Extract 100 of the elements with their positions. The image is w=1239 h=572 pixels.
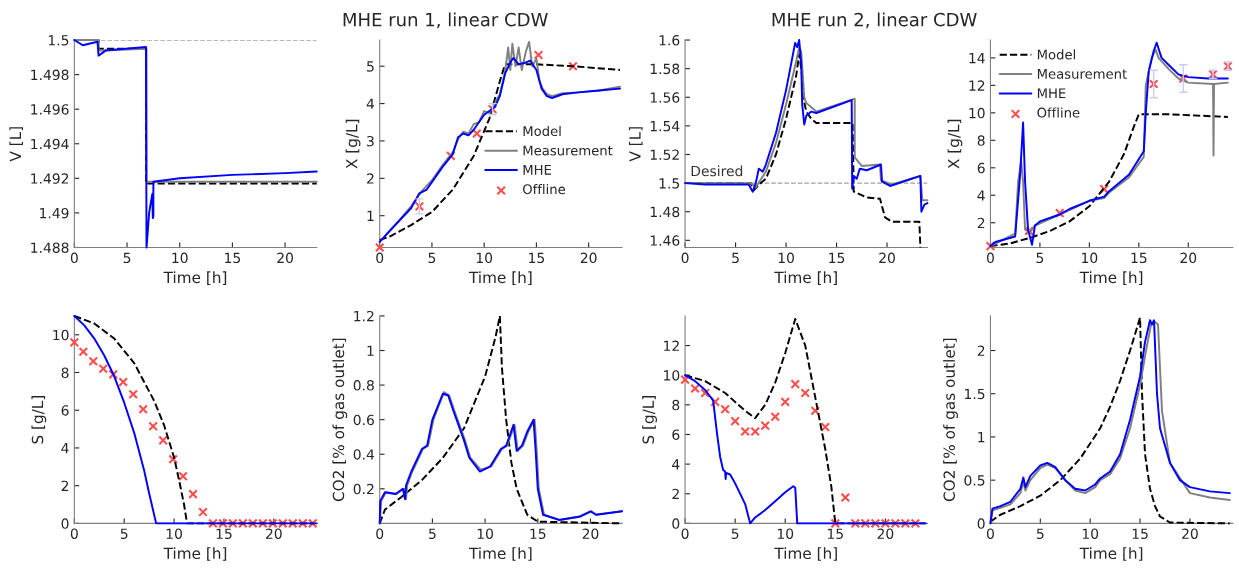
y-tick-label: 1.2 [354,310,374,322]
legend-label: Offline [522,183,566,195]
x-tick-label: 20 [1180,252,1197,264]
point [472,128,482,139]
y-tick-label: 1.58 [650,63,680,75]
y-tick-label: 3 [367,135,374,147]
x-tick-label: 15 [529,252,545,264]
x-tick-label: 15 [829,252,845,264]
point [148,421,158,432]
x-tick-label: 0 [986,252,994,264]
x-tick-label: 15 [827,528,843,539]
y-axis-title: X [g/L] [947,119,963,169]
y-tick-label: 1.48 [650,206,680,218]
line-series [73,39,318,249]
point [108,369,119,380]
y-tick-label: 6 [61,405,69,416]
point [138,404,148,415]
point [98,363,109,374]
x-tick-label: 20 [582,528,599,539]
x-tick-label: 10 [1082,252,1098,264]
y-tick-label: 1.492 [31,173,69,184]
x-tick-label: 10 [166,528,182,539]
y-tick-label: 10 [969,107,985,119]
x-axis-title: Time [h] [163,547,227,561]
y-tick-label: 2 [367,173,374,184]
x-axis-title: Time [h] [1079,271,1143,285]
y-tick-label: 8 [61,367,69,378]
y-tick-label: 6 [672,429,680,440]
point [1099,184,1110,194]
y-tick-label: 0.4 [353,449,375,460]
y-tick-label: 1.49 [40,207,69,219]
y-tick-label: 6 [977,162,985,174]
y-tick-label: 1.56 [650,92,680,103]
point [1178,73,1189,84]
x-axis-title: Time [h] [468,271,532,285]
y-axis-title: S [g/L] [31,396,47,444]
point [188,489,198,499]
x-tick-label: 0 [681,528,689,539]
y-tick-label: 12 [664,340,679,351]
x-tick-label: 15 [530,528,546,539]
y-tick-label: 0 [61,518,69,529]
point [1024,226,1034,236]
y-tick-label: 8 [672,399,680,411]
x-axis-title: Time [h] [774,547,837,561]
y-tick-label: 1.54 [650,121,680,132]
x-axis-title: Time [h] [774,271,837,285]
y-tick-label: 0.8 [353,380,374,391]
point [533,50,544,60]
y-tick-label: 1.6 [659,35,680,46]
x-tick-label: 10 [777,528,794,539]
y-tick-label: 1 [367,345,374,356]
point [374,242,385,253]
y-tick-label: 1.46 [650,235,680,246]
y-tick-label: 1.498 [31,69,69,81]
y-tick-label: 1.5 [965,388,985,400]
y-tick-label: 4 [977,190,985,201]
point [158,435,168,446]
x-tick-label: 20 [877,528,894,539]
legend-label: Model [1037,49,1076,60]
y-tick-label: 1.488 [31,242,69,253]
x-tick-label: 0 [376,252,384,264]
point [178,471,188,482]
y-tick-label: 1 [367,210,374,221]
y-tick-label: 1.494 [31,138,69,150]
x-axis-title: Time [h] [163,271,227,285]
point [128,389,139,400]
y-tick-label: 2 [977,217,985,229]
legend-label: Model [523,125,561,137]
x-tick-label: 15 [1132,528,1148,539]
y-axis-title: CO2 [% of gas outlet] [943,338,958,502]
ref-line-label: Desired [691,165,743,177]
y-tick-label: 1.5 [659,178,680,189]
x-tick-label: 5 [731,528,739,539]
point [118,377,129,387]
x-tick-label: 20 [879,252,895,264]
x-tick-label: 5 [429,528,436,539]
point [168,454,178,465]
x-tick-label: 0 [986,528,994,539]
x-tick-label: 15 [216,528,232,539]
point [1148,79,1159,89]
y-tick-label: 1.5 [48,35,69,46]
y-tick-label: 2 [672,488,679,500]
y-tick-label: 1.496 [31,104,69,115]
y-axis-title: S [g/L] [642,396,657,444]
x-tick-label: 20 [580,252,597,264]
point [568,61,578,72]
legend-label: MHE [1037,88,1066,99]
chart-title: MHE run 1, linear CDW [343,12,548,29]
y-tick-label: 8 [977,135,985,146]
x-tick-label: 20 [265,528,282,539]
x-tick-label: 10 [477,528,493,539]
x-tick-label: 10 [476,252,493,264]
y-tick-label: 10 [664,370,680,381]
x-tick-label: 5 [732,252,739,264]
legend-label: Offline [1037,107,1080,118]
x-tick-label: 0 [70,528,78,539]
y-tick-label: 0 [977,518,985,529]
point [198,507,208,517]
x-axis-title: Time [h] [468,547,532,561]
point [78,346,89,357]
